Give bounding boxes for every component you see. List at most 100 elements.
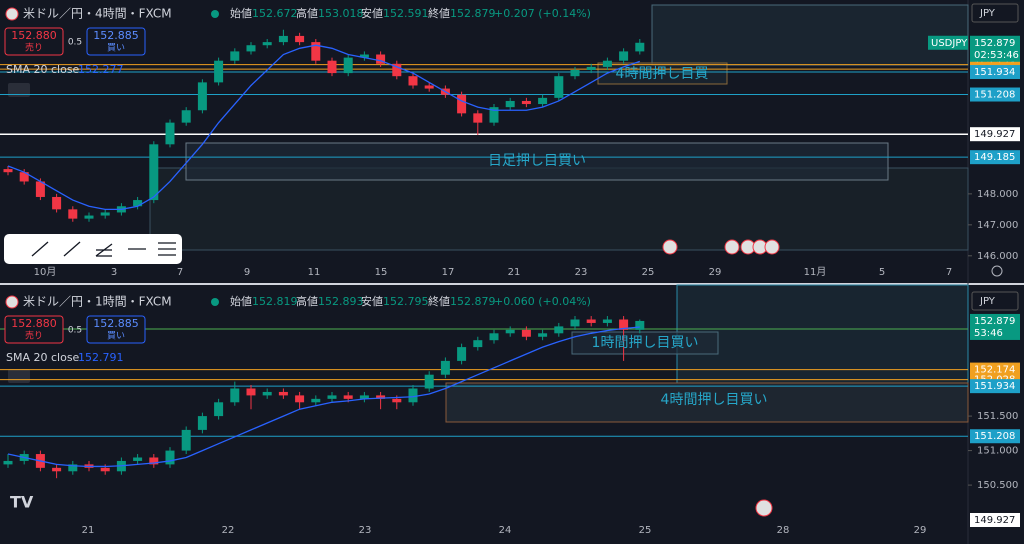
candle-body xyxy=(376,54,386,64)
candle-body xyxy=(327,395,337,399)
x-tick-label: 17 xyxy=(442,267,455,278)
collapse-button[interactable] xyxy=(8,83,30,97)
last-price: 152.879 xyxy=(974,316,1015,327)
y-tick-label: 148.000 xyxy=(977,189,1018,200)
x-tick-label: 28 xyxy=(777,525,790,536)
buy-price: 152.885 xyxy=(93,29,139,42)
candle-body xyxy=(262,42,272,46)
settings-icon[interactable] xyxy=(991,265,1003,277)
symbol-title: 米ドル／円・1時間・FXCM xyxy=(23,295,172,309)
toolbar-icons xyxy=(31,241,176,257)
candle-body xyxy=(602,60,612,67)
candle-body xyxy=(359,395,369,399)
sell-button[interactable] xyxy=(4,315,64,344)
y-tick-label: 146.000 xyxy=(977,251,1018,262)
candle-body xyxy=(457,94,467,114)
x-tick-label: 10月 xyxy=(34,266,57,278)
zone xyxy=(445,382,969,423)
drawing-toolbar[interactable] xyxy=(4,234,182,264)
price-label-bg xyxy=(970,127,1020,142)
sell-price: 152.880 xyxy=(11,29,57,42)
zone xyxy=(149,167,969,251)
candle-body xyxy=(359,54,369,58)
candle-body xyxy=(52,467,62,472)
candle-body xyxy=(246,388,256,396)
candle-body xyxy=(262,391,272,396)
buy-button[interactable] xyxy=(86,27,146,56)
candle-body xyxy=(3,460,13,465)
candle-body xyxy=(586,319,596,323)
sma-value: 152.791 xyxy=(78,351,124,364)
currency-button[interactable] xyxy=(971,3,1019,23)
collapse-button[interactable] xyxy=(8,369,30,383)
candle-body xyxy=(619,51,629,61)
ohlc-value: 152.795 xyxy=(383,295,429,308)
candle-body xyxy=(230,388,240,403)
spread: 0.5 xyxy=(68,38,82,48)
candle-body xyxy=(521,329,531,337)
candle-body xyxy=(230,51,240,61)
candle-body xyxy=(68,464,78,472)
candle-body xyxy=(35,181,45,197)
x-tick-label: 21 xyxy=(508,267,521,278)
candle-body xyxy=(521,100,531,105)
ohlc-label: 始値 xyxy=(230,6,252,20)
ohlc-value: 152.672 xyxy=(252,7,298,20)
sma-line xyxy=(7,326,640,468)
candle-body xyxy=(424,374,434,389)
candle-body xyxy=(376,395,386,399)
candle-body xyxy=(295,35,305,43)
candle-body xyxy=(84,215,94,219)
price-label: 149.927 xyxy=(974,515,1015,526)
candle-body xyxy=(181,429,191,451)
zone-label: 4時間押し目買い xyxy=(661,392,768,408)
candle-body xyxy=(52,196,62,210)
candle-body xyxy=(311,42,321,61)
candle-body xyxy=(635,42,645,52)
x-tick-label: 11 xyxy=(308,267,321,278)
sell-button[interactable] xyxy=(4,27,64,56)
currency: JPY xyxy=(979,296,996,307)
candle-body xyxy=(165,122,175,145)
price-label-bg xyxy=(970,379,1020,394)
candle-body xyxy=(602,319,612,323)
candle-body xyxy=(473,113,483,123)
candle-body xyxy=(457,347,467,361)
price-label: 151.934 xyxy=(974,381,1015,392)
candle-body xyxy=(343,57,353,74)
ohlc-label: 終値 xyxy=(428,6,450,20)
zone xyxy=(651,4,969,66)
symbol-tag xyxy=(928,35,968,50)
sma-label: SMA 20 close xyxy=(6,351,80,364)
buy-button[interactable] xyxy=(86,315,146,344)
price-label-bg xyxy=(970,429,1020,444)
y-tick-label: 151.000 xyxy=(977,446,1018,457)
price-label: 151.934 xyxy=(974,67,1015,78)
x-tick-label: 7 xyxy=(946,267,952,278)
currency: JPY xyxy=(979,8,996,19)
candle-body xyxy=(100,212,110,216)
candle-body xyxy=(473,340,483,348)
countdown: 53:46 xyxy=(974,328,1003,339)
candle-body xyxy=(133,457,143,461)
currency-button[interactable] xyxy=(971,291,1019,311)
candle-body xyxy=(246,45,256,52)
buy-label: 買い xyxy=(107,331,125,342)
ohlc-value: 152.879 xyxy=(450,7,496,20)
symbol-icon xyxy=(5,7,19,21)
candle-body xyxy=(570,69,580,77)
zone xyxy=(597,62,728,85)
x-tick-label: 29 xyxy=(709,267,722,278)
ohlc-label: 安値 xyxy=(361,294,383,308)
x-tick-label: 3 xyxy=(111,267,117,278)
ohlc-label: 安値 xyxy=(361,6,383,20)
candle-body xyxy=(505,100,515,108)
event-icons[interactable] xyxy=(662,239,780,517)
candle-body xyxy=(327,60,337,74)
y-tick-label: 150.500 xyxy=(977,480,1018,491)
candle-body xyxy=(440,360,450,375)
candle-body xyxy=(489,107,499,123)
x-tick-label: 9 xyxy=(244,267,250,278)
ohlc-label: 終値 xyxy=(428,294,450,308)
ohlc-value: 152.819 xyxy=(252,295,298,308)
